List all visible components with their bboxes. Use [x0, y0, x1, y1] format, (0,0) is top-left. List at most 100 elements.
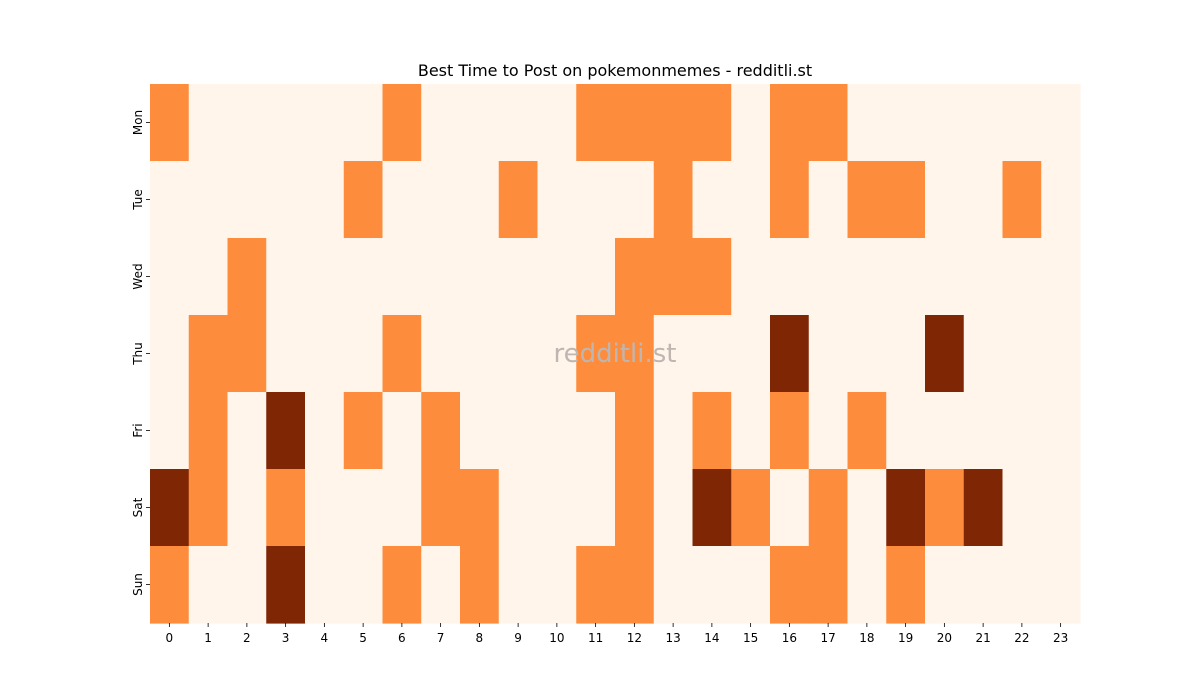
heatmap-cell-tue-14 — [692, 161, 732, 239]
heatmap-cell-thu-10 — [537, 315, 577, 393]
heatmap-cell-fri-6 — [382, 392, 422, 470]
heatmap-cell-sun-3 — [266, 546, 306, 624]
heatmap-cell-tue-12 — [615, 161, 655, 239]
heatmap-cell-mon-0 — [150, 84, 190, 162]
x-tick-label: 7 — [437, 631, 445, 645]
heatmap-cell-mon-6 — [382, 84, 422, 162]
heatmap-cell-wed-15 — [731, 238, 771, 316]
heatmap-cell-fri-8 — [460, 392, 500, 470]
x-tick-label: 5 — [359, 631, 367, 645]
heatmap-cell-sun-19 — [886, 546, 926, 624]
heatmap-cell-tue-16 — [770, 161, 810, 239]
x-tick-label: 16 — [782, 631, 797, 645]
heatmap-cell-sun-23 — [1041, 546, 1081, 624]
heatmap-cell-tue-2 — [227, 161, 267, 239]
heatmap-cell-wed-9 — [498, 238, 539, 316]
heatmap-cell-sun-8 — [460, 546, 500, 624]
heatmap-cell-mon-10 — [537, 84, 577, 162]
heatmap-cell-tue-20 — [925, 161, 965, 239]
heatmap-cell-mon-18 — [847, 84, 887, 162]
heatmap-cell-thu-5 — [343, 315, 384, 393]
heatmap-cell-thu-23 — [1041, 315, 1081, 393]
heatmap-cell-wed-6 — [382, 238, 422, 316]
heatmap-cell-mon-11 — [576, 84, 616, 162]
heatmap-cell-tue-0 — [150, 161, 190, 239]
heatmap-cell-fri-12 — [615, 392, 655, 470]
heatmap-cell-thu-3 — [266, 315, 306, 393]
heatmap-cell-sun-5 — [343, 546, 384, 624]
heatmap-cell-sat-8 — [460, 469, 500, 547]
heatmap-cell-sun-1 — [188, 546, 229, 624]
heatmap-cell-sat-17 — [808, 469, 849, 547]
heatmap-cell-mon-13 — [653, 84, 694, 162]
y-tick-label: Tue — [131, 189, 145, 211]
heatmap-cell-tue-15 — [731, 161, 771, 239]
heatmap-cell-sat-21 — [963, 469, 1004, 547]
heatmap-cell-sun-22 — [1002, 546, 1042, 624]
x-tick-label: 3 — [282, 631, 290, 645]
heatmap-cell-wed-1 — [188, 238, 229, 316]
heatmap-cell-thu-22 — [1002, 315, 1042, 393]
heatmap-cell-sun-14 — [692, 546, 732, 624]
heatmap-cell-mon-3 — [266, 84, 306, 162]
x-tick-label: 9 — [514, 631, 522, 645]
heatmap-cell-thu-21 — [963, 315, 1004, 393]
x-tick-label: 4 — [321, 631, 329, 645]
heatmap-cell-sat-7 — [421, 469, 461, 547]
heatmap-cell-sun-6 — [382, 546, 422, 624]
heatmap-cell-fri-7 — [421, 392, 461, 470]
x-tick-label: 12 — [627, 631, 642, 645]
x-tick-label: 19 — [898, 631, 913, 645]
heatmap-cell-wed-18 — [847, 238, 887, 316]
y-tick-label: Fri — [131, 423, 145, 437]
heatmap-cell-sat-0 — [150, 469, 190, 547]
heatmap-cell-tue-3 — [266, 161, 306, 239]
x-tick-label: 2 — [243, 631, 251, 645]
heatmap-cell-wed-20 — [925, 238, 965, 316]
heatmap-cell-thu-4 — [305, 315, 345, 393]
y-tick-label: Thu — [131, 342, 145, 366]
heatmap-cell-mon-4 — [305, 84, 345, 162]
x-tick-label: 1 — [204, 631, 212, 645]
heatmap-cell-wed-22 — [1002, 238, 1042, 316]
heatmap-cell-thu-19 — [886, 315, 926, 393]
x-tick-label: 0 — [166, 631, 174, 645]
heatmap-cell-wed-7 — [421, 238, 461, 316]
heatmap-cell-sun-16 — [770, 546, 810, 624]
heatmap-cell-mon-1 — [188, 84, 229, 162]
heatmap-cell-thu-0 — [150, 315, 190, 393]
heatmap-cell-fri-18 — [847, 392, 887, 470]
heatmap-cell-sat-20 — [925, 469, 965, 547]
heatmap-cell-fri-22 — [1002, 392, 1042, 470]
x-tick-label: 14 — [704, 631, 719, 645]
heatmap-cell-thu-2 — [227, 315, 267, 393]
y-tick-label: Wed — [131, 263, 145, 289]
heatmap-cell-thu-12 — [615, 315, 655, 393]
heatmap-cell-fri-15 — [731, 392, 771, 470]
heatmap-cell-sat-3 — [266, 469, 306, 547]
heatmap-cell-fri-14 — [692, 392, 732, 470]
heatmap-cell-sun-12 — [615, 546, 655, 624]
heatmap-cell-mon-8 — [460, 84, 500, 162]
heatmap-cell-mon-16 — [770, 84, 810, 162]
watermark: redditli.st — [554, 339, 677, 369]
heatmap-cell-sat-9 — [498, 469, 539, 547]
heatmap-cell-tue-17 — [808, 161, 849, 239]
heatmap-cell-sat-19 — [886, 469, 926, 547]
heatmap-cell-mon-23 — [1041, 84, 1081, 162]
heatmap-cell-wed-21 — [963, 238, 1004, 316]
heatmap-cell-mon-21 — [963, 84, 1004, 162]
heatmap-cell-tue-23 — [1041, 161, 1081, 239]
y-tick-label: Sat — [131, 497, 145, 517]
heatmap-cells — [150, 84, 1081, 624]
heatmap-cell-sun-13 — [653, 546, 694, 624]
heatmap-cell-sat-10 — [537, 469, 577, 547]
heatmap-cell-thu-7 — [421, 315, 461, 393]
x-tick-label: 10 — [549, 631, 564, 645]
x-tick-label: 22 — [1014, 631, 1029, 645]
heatmap-cell-thu-13 — [653, 315, 694, 393]
heatmap-cell-tue-13 — [653, 161, 694, 239]
heatmap-cell-tue-5 — [343, 161, 384, 239]
heatmap-cell-sun-20 — [925, 546, 965, 624]
